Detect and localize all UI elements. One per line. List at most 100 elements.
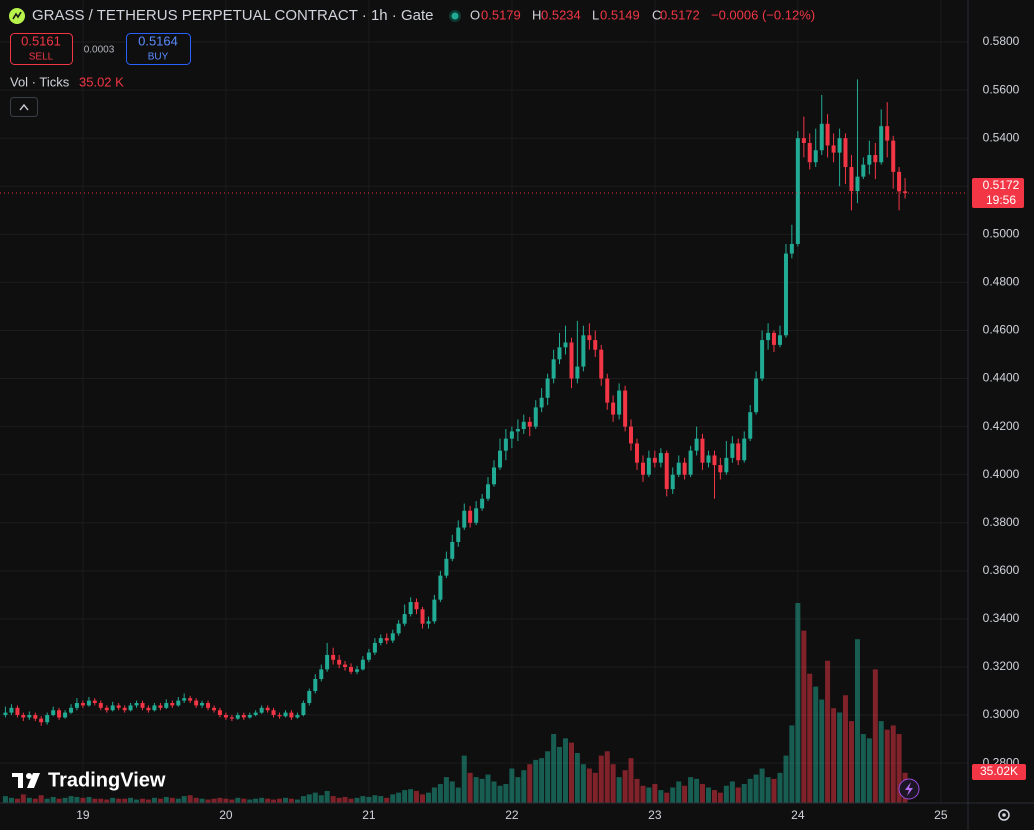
candle-body	[402, 614, 407, 624]
candle-body	[265, 707, 270, 711]
plot-area	[0, 0, 968, 803]
volume-bar	[247, 799, 253, 803]
countdown-label: 19:56	[986, 193, 1016, 207]
candle-body	[599, 349, 604, 379]
volume-bar	[664, 792, 670, 803]
volume-bar	[211, 798, 217, 803]
y-tick-label: 0.5000	[983, 227, 1020, 241]
volume-bar	[265, 798, 271, 803]
candle-body	[688, 450, 693, 475]
volume-bar	[336, 797, 342, 803]
volume-bar	[854, 639, 860, 803]
candle-body	[801, 138, 806, 144]
volume-bar	[813, 686, 819, 803]
volume-bar	[461, 755, 467, 803]
sell-button[interactable]	[10, 33, 73, 65]
candle-body	[634, 443, 639, 463]
volume-bar	[378, 796, 384, 803]
symbol-title[interactable]: GRASS / TETHERUS PERPETUAL CONTRACT · 1h…	[32, 7, 433, 24]
volume-bar	[32, 798, 38, 803]
volume-bar	[50, 796, 56, 803]
y-tick-label: 0.5400	[983, 130, 1020, 144]
volume-bar	[253, 798, 259, 803]
volume-bar	[402, 790, 408, 803]
candle-body	[307, 690, 312, 704]
candle-body	[158, 705, 163, 708]
ohlc-value: 0.5149	[600, 7, 640, 22]
volume-bar	[896, 734, 902, 803]
volume-bar	[157, 798, 163, 803]
volume-bar	[175, 798, 181, 803]
collapse-button[interactable]	[10, 97, 38, 117]
volume-bar	[431, 787, 437, 803]
candle-body	[897, 171, 902, 192]
volume-bar	[181, 796, 187, 803]
candle-body	[712, 455, 717, 466]
candle-body	[843, 138, 848, 168]
x-tick-label: 21	[362, 808, 376, 822]
sell-label: SELL	[29, 52, 54, 63]
volume-bar	[551, 734, 557, 803]
volume-bar	[271, 799, 277, 803]
volume-bar	[169, 797, 175, 803]
candle-body	[694, 438, 699, 451]
volume-bar	[831, 708, 837, 803]
candle-body	[450, 541, 455, 559]
volume-bar	[390, 794, 396, 803]
candle-body	[128, 705, 133, 711]
candle-body	[313, 678, 318, 691]
candle-body	[325, 654, 330, 670]
candle-body	[879, 126, 884, 163]
x-tick-label: 24	[791, 808, 805, 822]
volume-bar	[205, 799, 211, 803]
candle-body	[754, 378, 759, 413]
candle-body	[730, 443, 735, 458]
volume-bar	[652, 784, 658, 803]
volume-bar	[86, 796, 92, 803]
volume-bar	[437, 784, 443, 803]
volume-bar	[604, 751, 610, 803]
candle-body	[819, 123, 824, 151]
volume-bar	[134, 799, 140, 803]
buy-button[interactable]	[126, 33, 191, 65]
candle-body	[867, 155, 872, 165]
candle-body	[349, 666, 354, 672]
candle-body	[724, 457, 729, 473]
candle-body	[789, 243, 794, 254]
volume-bar	[866, 738, 872, 803]
candle-body	[182, 698, 187, 701]
volume-bar	[259, 797, 265, 803]
candle-body	[337, 659, 342, 665]
candle-body	[438, 575, 443, 600]
volume-bar	[20, 794, 26, 803]
settings-button[interactable]	[998, 809, 1010, 821]
volume-bar	[241, 798, 247, 803]
volume-bar	[860, 734, 866, 803]
candle-body	[640, 462, 645, 475]
ohlc-value: 0.5234	[541, 7, 581, 22]
volume-bar	[414, 790, 420, 803]
volume-bar	[682, 785, 688, 803]
volume-bar	[735, 787, 741, 803]
candle-body	[301, 703, 306, 716]
candle-body	[509, 431, 514, 439]
candle-body	[194, 700, 199, 706]
volume-bar	[574, 753, 580, 803]
candle-body	[21, 715, 26, 718]
volume-title[interactable]: Vol · Ticks	[10, 74, 70, 89]
candle-body	[563, 342, 568, 348]
volume-bar	[199, 798, 205, 803]
volume-bar	[539, 758, 545, 803]
sell-price: 0.5161	[21, 33, 61, 48]
candle-body	[593, 340, 598, 350]
volume-bar	[556, 746, 562, 803]
volume-bar	[878, 721, 884, 803]
ohlc-value: 0.5172	[660, 7, 700, 22]
last-price-box	[972, 177, 1024, 208]
volume-bar	[223, 798, 229, 803]
volume-bar	[485, 774, 491, 803]
candle-body	[551, 359, 556, 379]
candle-body	[486, 484, 491, 499]
